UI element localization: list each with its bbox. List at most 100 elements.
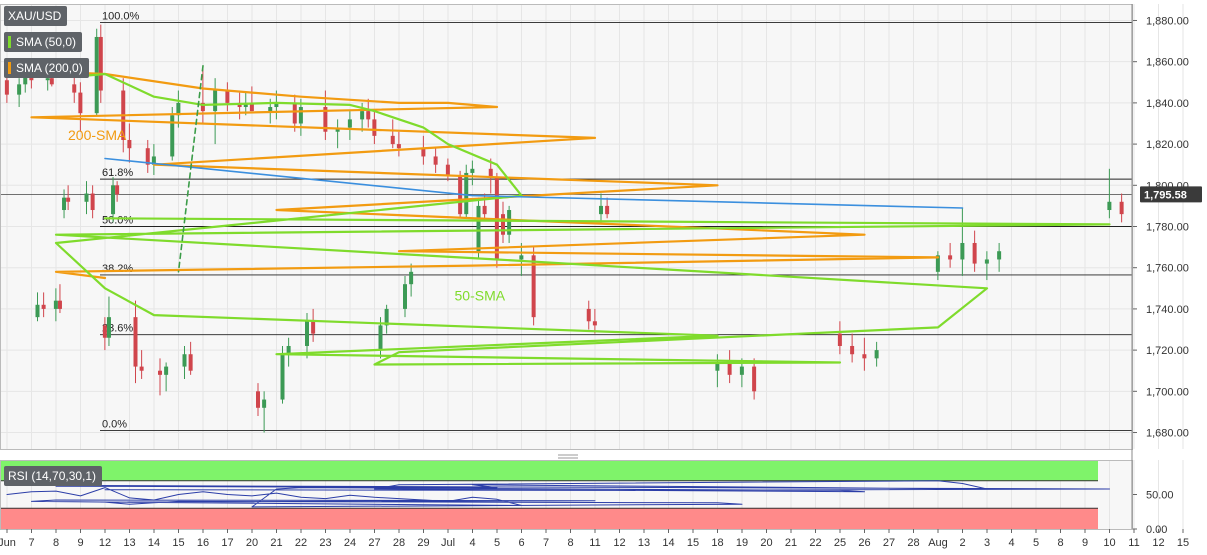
sma200-tag[interactable]: SMA (200,0): [4, 58, 89, 78]
candle-body: [62, 197, 67, 211]
x-tick-label: 11: [1128, 537, 1139, 549]
sma200-tag-label: SMA (200,0): [16, 61, 83, 75]
x-tick-label: 7: [543, 537, 549, 549]
sma50-tag[interactable]: SMA (50,0): [4, 32, 83, 52]
symbol-tag[interactable]: XAU/USD: [4, 6, 68, 26]
candle-body: [948, 255, 953, 260]
x-tick-label: 9: [1082, 537, 1088, 549]
x-tick-label: 12: [613, 537, 625, 549]
x-tick-label: 8: [1057, 537, 1063, 549]
candle-body: [78, 92, 83, 114]
rsi-tag[interactable]: RSI (14,70,30,1): [4, 466, 103, 486]
fib-level-label: 0.0%: [102, 418, 127, 430]
x-tick-label: 9: [77, 537, 83, 549]
y-tick-label: 1,700.00: [1146, 386, 1189, 398]
candle-body: [243, 102, 248, 108]
candle-body: [433, 156, 438, 165]
candle-body: [286, 345, 291, 355]
rsi-oversold-zone: [0, 508, 1098, 529]
candle-body: [256, 391, 260, 408]
x-tick-label: 15: [172, 537, 184, 549]
x-tick-label: 22: [295, 537, 307, 549]
candle-body: [862, 354, 867, 359]
candle-body: [274, 102, 279, 108]
candle-body: [984, 259, 989, 264]
x-tick-label: 25: [834, 537, 846, 549]
candle-body: [298, 107, 303, 124]
x-tick-label: 12: [99, 537, 111, 549]
candle-body: [29, 76, 34, 81]
x-tick-label: 23: [319, 537, 331, 549]
x-tick-label: 19: [736, 537, 748, 549]
x-tick-label: 13: [638, 537, 650, 549]
candle-body: [23, 76, 28, 85]
fib-level-label: 100.0%: [102, 11, 140, 23]
x-tick-label: 12: [1152, 537, 1164, 549]
candle-body: [1107, 201, 1112, 211]
candle-body: [164, 366, 169, 375]
candle-body: [17, 84, 22, 95]
candle-body: [115, 185, 120, 195]
candle-body: [98, 36, 103, 91]
candle-body: [127, 139, 132, 149]
x-tick-label: 24: [344, 537, 356, 549]
rsi-line: [6, 480, 1110, 508]
fib-level-label: 38.2%: [102, 263, 133, 275]
candle-body: [225, 90, 230, 103]
candle-body: [482, 205, 487, 215]
x-tick-label: 4: [1008, 537, 1014, 549]
y-tick-label: 1,720.00: [1146, 345, 1189, 357]
candle-body: [335, 127, 340, 132]
x-tick-label: 6: [518, 537, 524, 549]
x-tick-label: 8: [567, 537, 573, 549]
candle-body: [188, 354, 193, 371]
resistance-line: [104, 157, 964, 209]
candle-body: [409, 271, 414, 285]
x-tick-label: 20: [246, 537, 258, 549]
candle-body: [1119, 201, 1124, 215]
x-tick-label: 11: [589, 537, 600, 549]
candle-body: [305, 321, 309, 346]
x-tick-label: 14: [662, 537, 674, 549]
x-tick-label: 20: [760, 537, 772, 549]
candle-body: [837, 333, 842, 346]
candle-body: [57, 300, 62, 309]
x-tick-label: 27: [368, 537, 380, 549]
candle-body: [488, 168, 493, 178]
candle-body: [421, 148, 426, 157]
candle-body: [605, 205, 610, 215]
candle-body: [35, 304, 40, 318]
candle-body: [501, 214, 505, 235]
x-tick-label: Jul: [441, 537, 455, 549]
x-tick-label: 28: [393, 537, 405, 549]
candle-body: [390, 135, 395, 145]
x-tick-label: 21: [785, 537, 797, 549]
y-tick-label: 1,840.00: [1146, 98, 1189, 110]
sma50-line: [5, 66, 1111, 366]
candle-body: [739, 366, 744, 375]
candle-body: [45, 78, 50, 81]
x-tick-label: 7: [28, 537, 34, 549]
x-tick-label: 26: [858, 537, 870, 549]
candle-body: [531, 255, 536, 318]
x-tick-label: 14: [148, 537, 160, 549]
candle-body: [997, 251, 1002, 260]
rsi-tick-label: 50.00: [1146, 490, 1174, 502]
candle-body: [874, 350, 879, 359]
sma50-swatch: [8, 36, 11, 48]
candle-body: [599, 205, 603, 215]
x-tick-label: 28: [907, 537, 919, 549]
x-tick-label: 5: [494, 537, 500, 549]
x-tick-label: 15: [1177, 537, 1189, 549]
candle-body: [145, 148, 150, 165]
candle-body: [366, 111, 371, 120]
candle-body: [445, 164, 450, 175]
x-tick-label: 8: [53, 537, 59, 549]
x-tick-label: 17: [221, 537, 233, 549]
candle-body: [182, 354, 187, 367]
candle-body: [151, 156, 156, 165]
candle-body: [519, 255, 524, 260]
x-tick-label: 15: [687, 537, 699, 549]
